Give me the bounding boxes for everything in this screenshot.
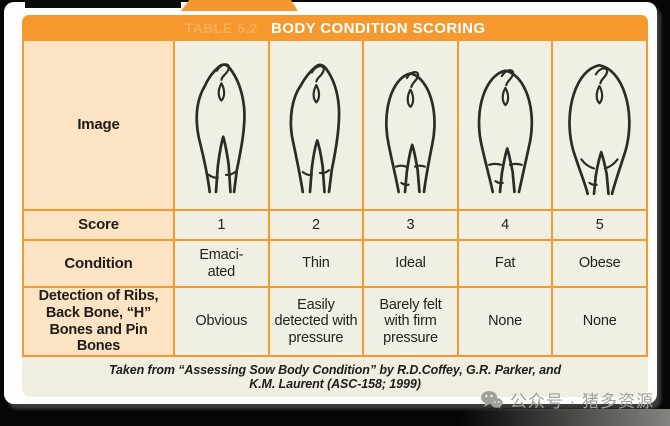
score-value-4: 4 bbox=[458, 211, 552, 239]
condition-value-3: Ideal bbox=[364, 241, 457, 286]
body-condition-table: TABLE 5.2 BODY CONDITION SCORING Image bbox=[22, 15, 648, 397]
emaciated-sow-rear-view-icon bbox=[195, 63, 246, 194]
score-value-3: 3 bbox=[364, 211, 457, 239]
citation-footer: Taken from “Assessing Sow Body Condition… bbox=[22, 357, 648, 397]
condition-value-2: Thin bbox=[269, 241, 363, 286]
pig-image-cell-score-1 bbox=[175, 41, 268, 209]
pig-image-cell-score-5 bbox=[553, 41, 646, 209]
row-label-score: Score bbox=[24, 211, 173, 239]
score-value-1: 1 bbox=[175, 211, 268, 239]
row-label-detection: Detection of Ribs, Back Bone, “H” Bones … bbox=[24, 288, 173, 355]
pig-image-cell-score-4 bbox=[458, 41, 552, 209]
obese-sow-rear-view-icon bbox=[568, 63, 631, 196]
pig-image-cell-score-2 bbox=[269, 41, 363, 209]
score-value-5: 5 bbox=[553, 211, 646, 239]
thin-sow-rear-view-icon bbox=[290, 63, 341, 194]
citation-text: Taken from “Assessing Sow Body Condition… bbox=[108, 362, 562, 391]
fat-sow-rear-view-icon bbox=[477, 69, 533, 194]
detection-value-5: None bbox=[553, 288, 646, 355]
row-label-condition: Condition bbox=[24, 241, 173, 286]
top-left-frame-strip bbox=[25, 0, 181, 8]
orange-table-tab bbox=[181, 0, 298, 11]
table-number-label: TABLE 5.2 bbox=[184, 20, 259, 36]
detection-value-4: None bbox=[458, 288, 552, 355]
score-value-2: 2 bbox=[269, 211, 363, 239]
ideal-sow-rear-view-icon bbox=[385, 71, 436, 194]
condition-value-1: Emaci- ated bbox=[175, 241, 268, 286]
pig-image-cell-score-3 bbox=[364, 41, 457, 209]
table-title: BODY CONDITION SCORING bbox=[271, 19, 486, 37]
table-header-bar: TABLE 5.2 BODY CONDITION SCORING bbox=[22, 15, 648, 41]
detection-value-2: Easily detected with pressure bbox=[269, 288, 363, 355]
bottom-right-shadow bbox=[460, 409, 670, 426]
wechat-watermark: 公众号 · 猪多资源 bbox=[480, 387, 654, 412]
condition-value-4: Fat bbox=[458, 241, 552, 286]
row-label-image: Image bbox=[24, 41, 173, 209]
detection-value-1: Obvious bbox=[175, 288, 268, 355]
detection-value-3: Barely felt with firm pressure bbox=[364, 288, 457, 355]
wechat-icon bbox=[480, 390, 503, 409]
condition-value-5: Obese bbox=[553, 241, 646, 286]
wechat-watermark-text: 公众号 · 猪多资源 bbox=[509, 392, 654, 411]
scoring-grid: Image bbox=[22, 41, 648, 357]
